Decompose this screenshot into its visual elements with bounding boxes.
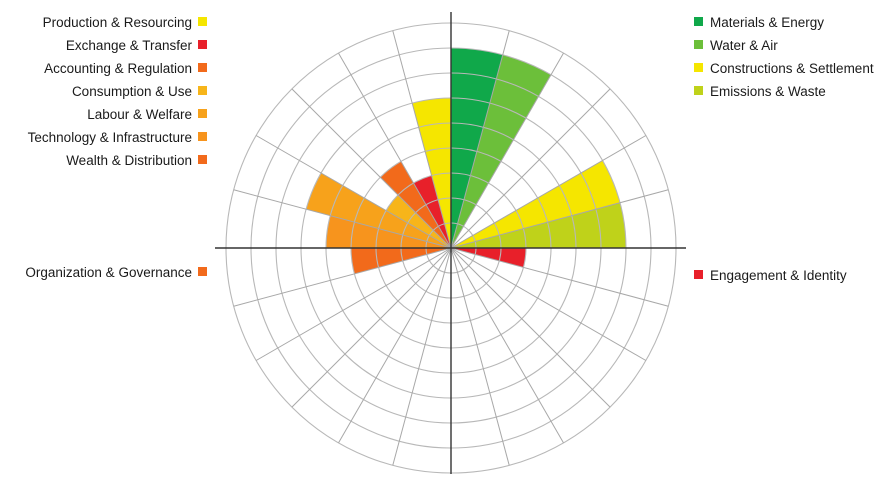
legend-swatch xyxy=(694,270,703,279)
legend-swatch xyxy=(694,17,703,26)
bar-constructions-settlement xyxy=(451,160,621,248)
grid-spoke xyxy=(255,135,452,249)
legend-label: Constructions & Settlement xyxy=(710,61,874,76)
grid-spoke xyxy=(450,30,510,249)
legend-swatch xyxy=(694,86,703,95)
legend-label: Technology & Infrastructure xyxy=(28,130,192,145)
legend-label: Wealth & Distribution xyxy=(66,153,192,168)
grid-spoke xyxy=(450,247,669,307)
grid-spoke xyxy=(450,52,564,249)
legend-swatch xyxy=(198,40,207,49)
legend-label: Labour & Welfare xyxy=(87,107,192,122)
legend-swatch xyxy=(198,17,207,26)
grid-spoke xyxy=(291,88,452,249)
grid-spoke xyxy=(450,189,669,249)
legend-swatch xyxy=(694,40,703,49)
grid-layer xyxy=(215,12,686,474)
legend-label: Production & Resourcing xyxy=(43,15,192,30)
grid-spoke xyxy=(338,52,452,249)
legend-label: Emissions & Waste xyxy=(710,84,826,99)
grid-spoke xyxy=(291,247,452,408)
bar-consumption-use xyxy=(386,194,451,248)
legend-swatch xyxy=(198,63,207,72)
legend: Production & Resourcing Exchange & Transf… xyxy=(25,15,873,283)
grid-spoke xyxy=(392,30,452,249)
grid-spoke xyxy=(450,88,611,249)
grid-spoke xyxy=(450,135,647,249)
bar-accounting-regulation xyxy=(380,161,451,248)
grid-spoke xyxy=(392,247,452,466)
grid-spoke xyxy=(233,189,452,249)
legend-label: Water & Air xyxy=(710,38,778,53)
legend-label: Exchange & Transfer xyxy=(66,38,193,53)
grid-spoke xyxy=(450,247,510,466)
grid-spoke xyxy=(255,247,452,361)
bars-layer xyxy=(306,47,627,274)
legend-swatch xyxy=(198,155,207,164)
bar-exchange-transfer xyxy=(413,175,451,248)
grid-spoke xyxy=(450,247,564,444)
legend-swatch xyxy=(198,267,207,276)
grid-spoke xyxy=(450,247,611,408)
grid-spoke xyxy=(450,247,647,361)
legend-label: Organization & Governance xyxy=(25,265,192,280)
legend-label: Engagement & Identity xyxy=(710,268,847,283)
legend-swatch xyxy=(198,86,207,95)
grid-spoke xyxy=(338,247,452,444)
bar-labour-welfare xyxy=(306,173,451,248)
legend-swatch xyxy=(694,63,703,72)
legend-label: Consumption & Use xyxy=(72,84,192,99)
legend-swatch xyxy=(198,132,207,141)
legend-label: Materials & Energy xyxy=(710,15,824,30)
legend-label: Accounting & Regulation xyxy=(44,61,192,76)
grid-spoke xyxy=(233,247,452,307)
bar-water-air xyxy=(451,54,551,249)
legend-swatch xyxy=(198,109,207,118)
